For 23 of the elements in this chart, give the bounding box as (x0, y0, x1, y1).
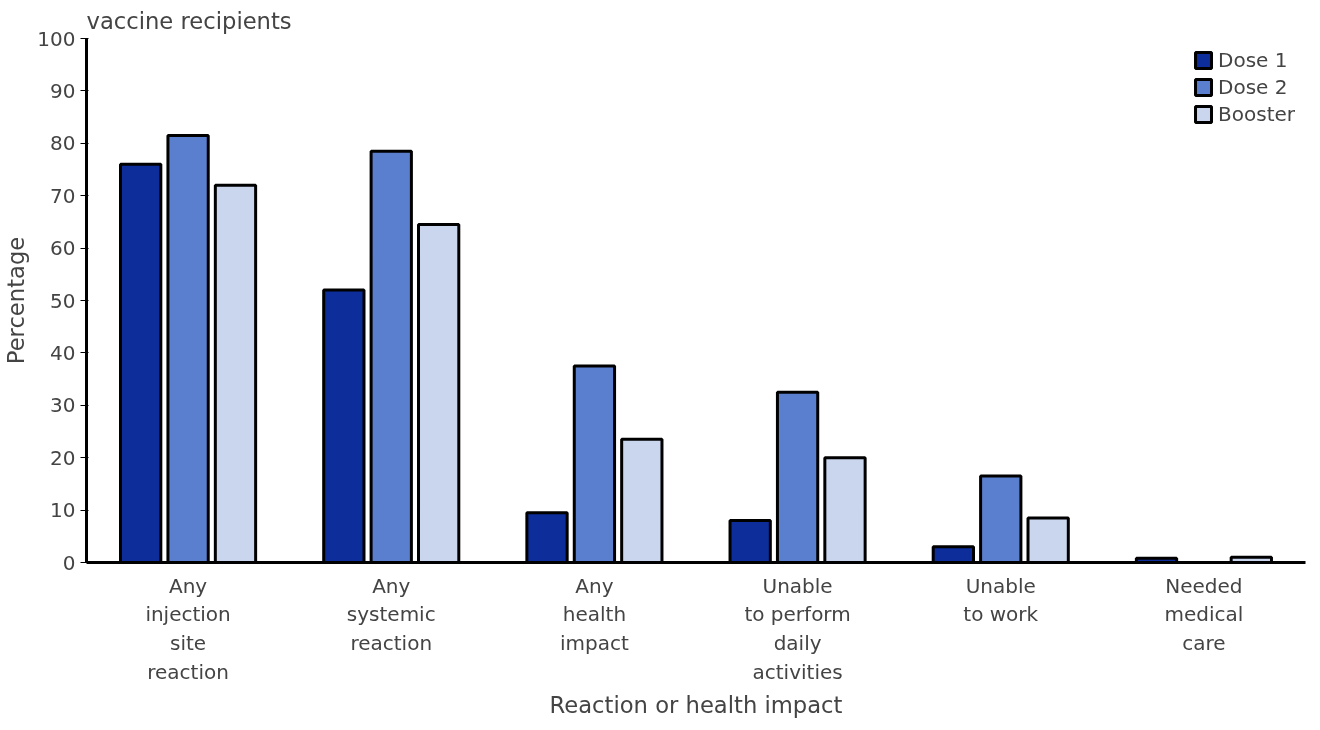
y-tick-label: 100 (37, 26, 76, 51)
x-tick-label: Any systemic reaction (346, 573, 436, 656)
y-tick-label: 90 (50, 78, 76, 103)
x-tick-label: Unable to work (963, 573, 1039, 627)
y-tick-label: 30 (50, 393, 76, 418)
x-tick-label: Any injection site reaction (145, 573, 231, 684)
chart-title: vaccine recipients (86, 7, 292, 34)
y-tick-label: 20 (50, 445, 76, 470)
y-tick-label: 70 (50, 183, 76, 208)
x-tick-label: Any health impact (560, 573, 629, 656)
x-tick-label: Needed medical care (1164, 573, 1244, 656)
x-axis-title: Reaction or health impact (549, 691, 843, 718)
y-tick-label: 50 (50, 288, 76, 313)
y-tick-label: 10 (50, 498, 76, 523)
y-tick-label: 80 (50, 131, 76, 156)
legend-label: Dose 2 (1218, 75, 1288, 99)
y-axis-title: Percentage (3, 236, 30, 365)
y-tick-label: 60 (50, 236, 76, 261)
y-tick-label: 0 (62, 550, 76, 575)
y-tick-label: 40 (50, 340, 76, 365)
legend-label: Booster (1218, 102, 1295, 126)
legend-label: Dose 1 (1218, 48, 1288, 72)
x-tick-label: Unable to perform daily activities (744, 573, 851, 684)
